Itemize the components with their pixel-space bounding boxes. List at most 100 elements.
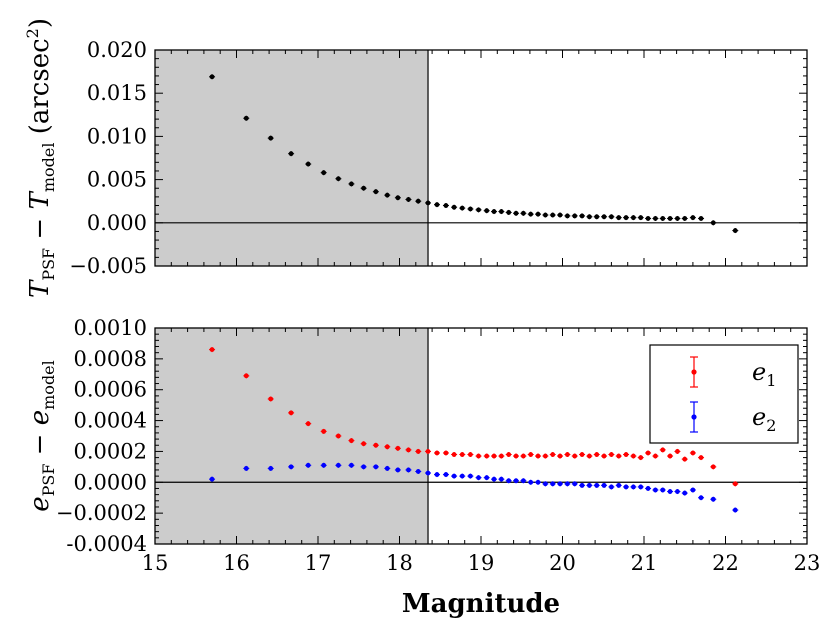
data-point xyxy=(557,481,563,487)
data-point xyxy=(698,455,704,460)
data-point xyxy=(506,478,512,484)
data-point xyxy=(498,453,504,459)
data-point xyxy=(535,211,541,217)
data-point xyxy=(425,449,431,454)
data-point xyxy=(609,452,614,457)
data-point xyxy=(520,453,526,459)
data-point xyxy=(476,475,481,481)
data-point xyxy=(572,453,578,459)
data-point xyxy=(572,213,578,219)
data-point xyxy=(594,452,600,457)
y-tick-label: 0.005 xyxy=(87,168,147,192)
data-point xyxy=(690,215,696,221)
data-point xyxy=(361,464,367,470)
data-point xyxy=(579,213,585,219)
y-tick-label: 0.000 xyxy=(87,211,147,235)
top-panel: −0.005 0.000 0.005 0.010 0.015 0.020 TPSF − T… xyxy=(23,18,808,298)
x-tick-label: 23 xyxy=(794,551,821,575)
y-tick-label: 0.010 xyxy=(87,124,147,148)
data-point xyxy=(361,185,367,191)
data-point xyxy=(243,115,249,121)
data-point xyxy=(682,490,688,496)
data-point xyxy=(528,479,534,485)
data-point xyxy=(476,207,481,213)
y-tick-label: −0.005 xyxy=(69,254,147,278)
data-point xyxy=(476,453,481,459)
data-point xyxy=(335,462,341,468)
data-point xyxy=(594,482,600,488)
data-point xyxy=(535,479,541,485)
data-point xyxy=(542,453,548,459)
data-point xyxy=(491,476,497,482)
data-point xyxy=(305,462,311,468)
data-point xyxy=(288,464,294,470)
data-point xyxy=(425,200,431,206)
top-y-axis-label: TPSF − Tmodel (arcsec2) xyxy=(23,18,58,298)
data-point xyxy=(528,211,534,217)
data-point xyxy=(586,214,592,220)
data-point xyxy=(305,161,311,167)
data-point xyxy=(506,452,512,457)
legend-marker xyxy=(691,414,697,420)
data-point xyxy=(660,216,666,221)
data-point xyxy=(698,495,704,501)
data-point xyxy=(638,455,644,460)
data-point xyxy=(349,438,354,444)
data-point xyxy=(243,373,249,379)
data-point xyxy=(434,450,440,456)
data-point xyxy=(434,472,440,477)
data-point xyxy=(616,453,622,459)
legend-label: e2 xyxy=(752,403,776,435)
data-point xyxy=(443,450,449,456)
data-point xyxy=(653,453,658,459)
data-point xyxy=(484,208,490,214)
data-point xyxy=(601,214,607,220)
data-point xyxy=(601,482,607,488)
data-point xyxy=(459,473,465,479)
data-point xyxy=(550,481,556,487)
data-point xyxy=(623,452,629,457)
data-point xyxy=(415,449,421,454)
data-point xyxy=(349,462,354,468)
data-point xyxy=(631,484,636,490)
data-point xyxy=(459,205,465,211)
data-point xyxy=(373,189,379,195)
data-point xyxy=(395,445,401,451)
y-tick-label: 0.0004 xyxy=(74,409,147,433)
y-tick-label: 0.0008 xyxy=(74,347,147,371)
data-point xyxy=(434,202,440,208)
data-point xyxy=(557,212,563,218)
data-point xyxy=(542,212,548,218)
data-point xyxy=(550,452,556,457)
x-tick-label: 15 xyxy=(142,551,169,575)
legend-label: e1 xyxy=(752,358,776,390)
data-point xyxy=(243,466,249,471)
data-point xyxy=(609,214,614,220)
data-point xyxy=(321,428,327,434)
y-tick-label: 0.0000 xyxy=(74,470,147,494)
data-point xyxy=(349,181,354,187)
data-point xyxy=(513,478,519,484)
top-data-points xyxy=(209,74,739,234)
bottom-panel: -0.0004 −0.0002 0.0000 0.0002 0.0004 0.0006 0.… xyxy=(25,316,820,619)
data-point xyxy=(468,206,473,212)
data-point xyxy=(384,444,390,450)
data-point xyxy=(579,452,585,457)
data-point xyxy=(268,135,274,141)
data-point xyxy=(732,481,738,487)
data-point xyxy=(288,151,294,157)
data-point xyxy=(653,487,658,493)
bottom-y-axis-label: ePSF − emodel xyxy=(25,360,58,512)
data-point xyxy=(732,228,738,233)
bottom-shaded-region xyxy=(155,328,429,544)
data-point xyxy=(209,347,215,352)
data-point xyxy=(572,481,578,487)
data-point xyxy=(506,210,512,215)
y-tick-label: 0.0010 xyxy=(74,316,147,340)
data-point xyxy=(645,486,651,491)
y-tick-label: 0.0006 xyxy=(74,378,147,402)
data-point xyxy=(498,476,504,482)
x-tick-label: 19 xyxy=(468,551,495,575)
data-point xyxy=(667,216,673,221)
